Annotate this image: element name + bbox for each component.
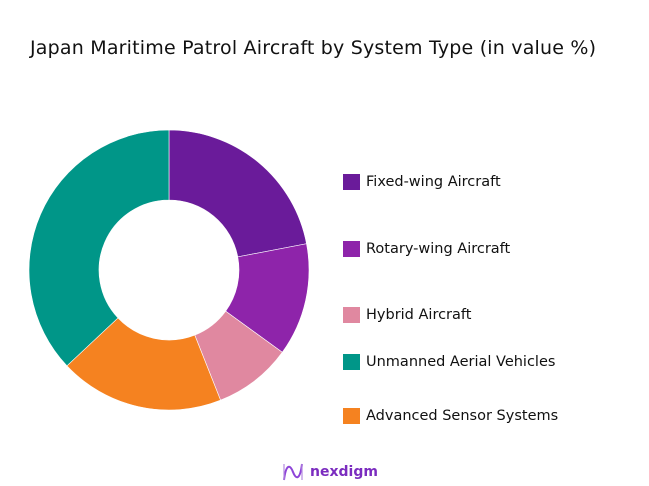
legend-swatch [343,174,360,190]
legend-label: Rotary-wing Aircraft [366,241,511,257]
legend-item: Hybrid Aircraft [343,307,471,323]
legend-label: Advanced Sensor Systems [366,408,559,424]
nexdigm-logo-icon [283,463,303,481]
legend-swatch [343,354,360,370]
chart-title: Japan Maritime Patrol Aircraft by System… [30,37,597,59]
legend-item: Fixed-wing Aircraft [343,174,501,190]
legend-swatch [343,408,360,424]
legend-swatch [343,241,360,257]
legend-label: Unmanned Aerial Vehicles [366,354,556,370]
legend-label: Fixed-wing Aircraft [366,174,501,190]
nexdigm-logo-text: nexdigm [310,464,378,480]
slice-fixed-wing-aircraft [168,129,307,258]
slice-advanced-sensor-systems [66,317,221,411]
legend-item: Rotary-wing Aircraft [343,241,510,257]
nexdigm-logo: nexdigm [282,462,378,482]
legend-swatch [343,307,360,323]
slice-unmanned-aerial-vehicles [28,129,170,367]
legend-item: Advanced Sensor Systems [343,408,558,424]
legend-item: Unmanned Aerial Vehicles [343,354,555,370]
legend-label: Hybrid Aircraft [366,307,472,323]
